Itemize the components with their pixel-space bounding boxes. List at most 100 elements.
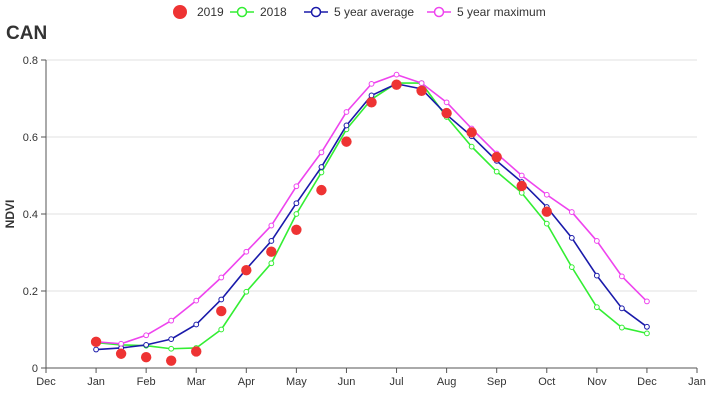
- data-point: [115, 348, 127, 359]
- legend-item[interactable]: 5 year maximum: [427, 5, 546, 19]
- legend-item[interactable]: 2018: [230, 5, 287, 19]
- series-point: [593, 272, 600, 279]
- series-point: [593, 238, 600, 244]
- data-point: [90, 336, 102, 348]
- x-tick-label: Mar: [187, 376, 206, 388]
- x-tick-label: Apr: [238, 376, 255, 388]
- legend-marker: [173, 5, 187, 19]
- data-point: [366, 97, 377, 108]
- x-tick-label: Dec: [36, 376, 56, 388]
- data-point: [441, 107, 452, 119]
- series-point: [518, 172, 525, 179]
- data-point: [416, 85, 427, 97]
- x-tick-label: Jan: [688, 376, 706, 388]
- series-point: [118, 340, 125, 347]
- series-point: [568, 264, 575, 271]
- legend-label: 2019: [197, 5, 224, 19]
- series-point: [644, 330, 650, 337]
- series-5-year-maximum: [93, 71, 650, 347]
- data-point: [341, 136, 352, 147]
- legend-marker-dot: [236, 6, 248, 18]
- series-point: [268, 238, 275, 244]
- data-point: [316, 184, 327, 196]
- series-point: [268, 260, 275, 267]
- plot-area: [90, 71, 650, 366]
- series-point: [644, 298, 650, 305]
- legend-item[interactable]: 5 year average: [304, 5, 414, 19]
- data-point: [516, 180, 527, 192]
- data-point: [140, 352, 152, 363]
- x-tick-label: Sep: [487, 376, 507, 388]
- y-tick-label: 0.4: [23, 209, 38, 221]
- data-point: [391, 79, 402, 90]
- series-point: [368, 92, 375, 99]
- series-point: [644, 323, 650, 330]
- data-point: [165, 355, 177, 366]
- series-point: [143, 342, 150, 348]
- y-tick-label: 0: [32, 363, 38, 375]
- series-line: [96, 83, 648, 351]
- chart-axes: 0 0.2 0.4 0.6 0.8 Dec Jan Feb Mar Apr May Jun Jul Aug…: [23, 55, 706, 388]
- data-point: [241, 265, 252, 276]
- series-2018: [93, 80, 650, 352]
- chart-gridlines: [46, 59, 697, 292]
- series-point: [143, 332, 150, 339]
- series-point: [318, 169, 325, 176]
- series-point: [168, 317, 175, 324]
- legend-label: 2018: [260, 5, 287, 19]
- x-tick-label: Dec: [637, 376, 657, 388]
- series-5-year-average: [93, 80, 650, 353]
- x-tick-label: Aug: [437, 376, 457, 388]
- data-point: [216, 305, 227, 317]
- series-point: [218, 296, 225, 303]
- series-2019: [90, 79, 552, 366]
- series-point: [168, 345, 175, 352]
- chart-title: CAN: [6, 23, 47, 44]
- series-point: [493, 168, 500, 175]
- legend-label: 5 year maximum: [457, 5, 546, 19]
- y-tick-label: 0.6: [23, 132, 38, 144]
- y-axis-label: NDVI: [3, 200, 17, 229]
- series-point: [93, 346, 99, 353]
- y-tick-label: 0.8: [23, 55, 38, 67]
- series-point: [343, 122, 350, 129]
- series-point: [293, 200, 300, 207]
- series-point: [293, 183, 300, 190]
- y-tick-label: 0.2: [23, 286, 38, 298]
- data-point: [541, 206, 552, 217]
- x-tick-label: May: [286, 376, 307, 388]
- series-point: [593, 304, 600, 311]
- legend-label: 5 year average: [334, 5, 414, 19]
- series-point: [393, 71, 400, 78]
- legend-marker-dot: [310, 6, 322, 18]
- series-point: [368, 80, 375, 87]
- series-point: [318, 149, 325, 156]
- data-point: [191, 346, 202, 357]
- series-point: [243, 248, 250, 255]
- x-tick-label: Feb: [137, 376, 156, 388]
- x-tick-label: Oct: [538, 376, 555, 388]
- series-point: [543, 191, 550, 198]
- series-point: [443, 99, 450, 106]
- series-point: [518, 189, 525, 196]
- x-tick-label: Jan: [87, 376, 105, 388]
- series-point: [193, 297, 200, 304]
- legend-item[interactable]: 2019: [173, 5, 224, 19]
- series-line: [96, 82, 648, 350]
- series-point: [543, 220, 550, 227]
- series-point: [193, 321, 200, 328]
- series-point: [568, 209, 575, 215]
- series-point: [318, 164, 325, 170]
- series-point: [218, 326, 225, 333]
- legend-marker-dot: [433, 6, 445, 18]
- series-point: [218, 274, 225, 281]
- series-point: [343, 109, 350, 115]
- series-point: [618, 324, 625, 331]
- data-point: [291, 224, 302, 235]
- series-point: [468, 143, 475, 150]
- x-tick-label: Jun: [338, 376, 356, 388]
- data-point: [491, 151, 502, 163]
- series-point: [293, 211, 300, 217]
- data-point: [466, 127, 477, 138]
